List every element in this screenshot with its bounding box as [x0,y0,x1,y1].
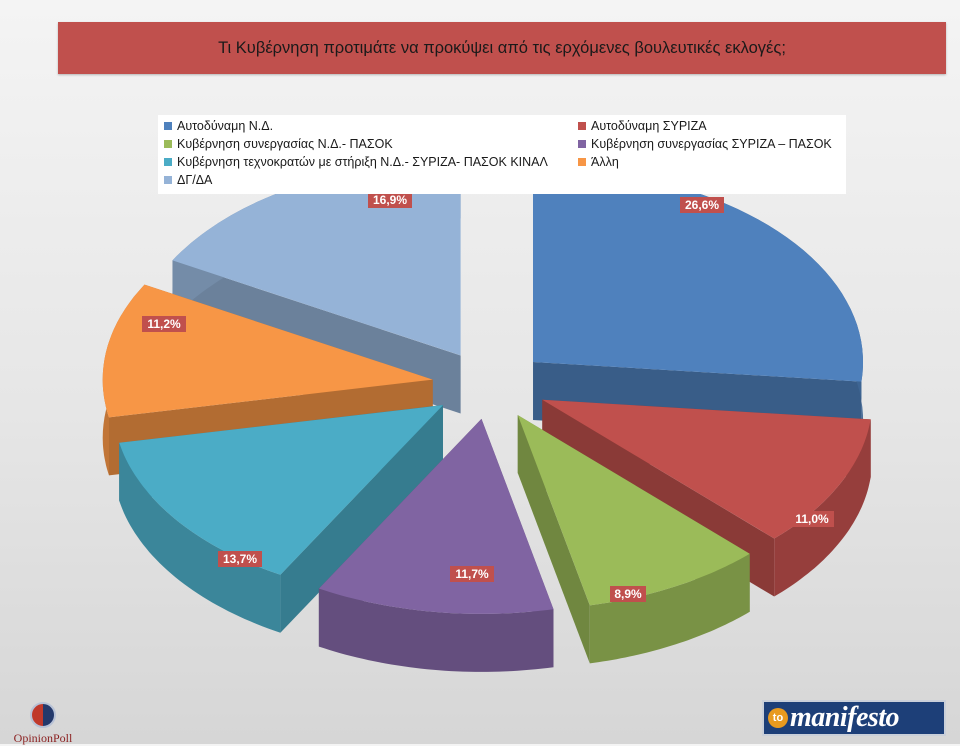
opinionpoll-logo: OpinionPoll [6,702,80,746]
legend-item: ΔΓ/ΔΑ [164,173,212,187]
chart-legend: Αυτοδύναμη Ν.Δ. Αυτοδύναμη ΣΥΡΙΖΑ Κυβέρνησ… [158,115,846,194]
legend-label: Άλλη [591,155,619,169]
data-label: 11,7% [450,566,494,582]
data-label-box [218,551,262,567]
legend-swatch [164,140,172,148]
data-label: 11,2% [142,316,186,332]
legend-item: Αυτοδύναμη ΣΥΡΙΖΑ [578,119,707,133]
data-label-text: 11,2% [147,317,181,331]
chart-title: Τι Κυβέρνηση προτιμάτε να προκύψει από τ… [218,38,786,57]
pie-slice [517,415,750,664]
pie-slice [318,418,554,672]
data-label-text: 11,0% [795,512,829,526]
legend-swatch [164,122,172,130]
legend-label: ΔΓ/ΔΑ [177,173,213,187]
legend-label: Αυτοδύναμη ΣΥΡΙΖΑ [591,119,707,133]
pie-slice-side [318,588,554,672]
pie-slice [119,405,443,633]
opinionpoll-logo-text: OpinionPoll [13,731,73,745]
data-label: 16,9% [368,192,412,208]
data-label-text: 16,9% [373,193,407,207]
legend-item: Αυτοδύναμη Ν.Δ. [164,119,273,133]
pie-slice-top [533,167,863,382]
legend-item: Κυβέρνηση συνεργασίας ΣΥΡΙΖΑ – ΠΑΣΟΚ [578,137,832,151]
pie-slice-side [119,442,281,633]
legend-swatch [578,122,586,130]
data-label-box [450,566,494,582]
data-label: 11,0% [790,511,834,527]
data-label-box [790,511,834,527]
legend-label: Κυβέρνηση τεχνοκρατών με στήριξη Ν.Δ.- Σ… [177,155,548,169]
data-label-box [368,192,412,208]
data-label-box [142,316,186,332]
manifesto-to-badge: to [768,708,788,728]
legend-label: Αυτοδύναμη Ν.Δ. [177,119,274,133]
data-label: 8,9% [610,586,646,602]
manifesto-logo: to manifesto [762,700,946,736]
data-label-text: 13,7% [223,552,257,566]
legend-swatch [164,176,172,184]
pie-slice-top [172,160,461,356]
pie-slice-wall [517,415,590,664]
pie-slice-side [774,419,871,597]
pie-slice-top [542,399,871,539]
data-label-text: 26,6% [685,198,719,212]
data-label: 26,6% [680,197,724,213]
data-label-box [610,586,646,602]
legend-swatch [578,140,586,148]
legend-item: Άλλη [578,155,619,169]
pie-slice-top [318,418,554,614]
legend-label: Κυβέρνηση συνεργασίας ΣΥΡΙΖΑ – ΠΑΣΟΚ [591,137,832,151]
legend-item: Κυβέρνηση τεχνοκρατών με στήριξη Ν.Δ.- Σ… [164,155,548,169]
pie-slice-top [119,405,443,575]
legend-label: Κυβέρνηση συνεργασίας Ν.Δ.- ΠΑΣΟΚ [177,137,393,151]
data-label: 13,7% [218,551,262,567]
pie-slices [102,160,871,672]
legend-swatch [164,158,172,166]
pie-slice-side [589,553,750,664]
data-label-text: 11,7% [455,567,489,581]
pie-slice [542,399,871,597]
pie-slice-top [517,415,750,606]
legend-swatch [578,158,586,166]
chart-title-bar: Τι Κυβέρνηση προτιμάτε να προκύψει από τ… [58,22,946,74]
opinionpoll-circle-icon [30,702,56,728]
data-label-box [680,197,724,213]
manifesto-logo-word: manifesto [790,702,900,733]
legend-item: Κυβέρνηση συνεργασίας Ν.Δ.- ΠΑΣΟΚ [164,137,393,151]
data-label-text: 8,9% [614,587,642,601]
